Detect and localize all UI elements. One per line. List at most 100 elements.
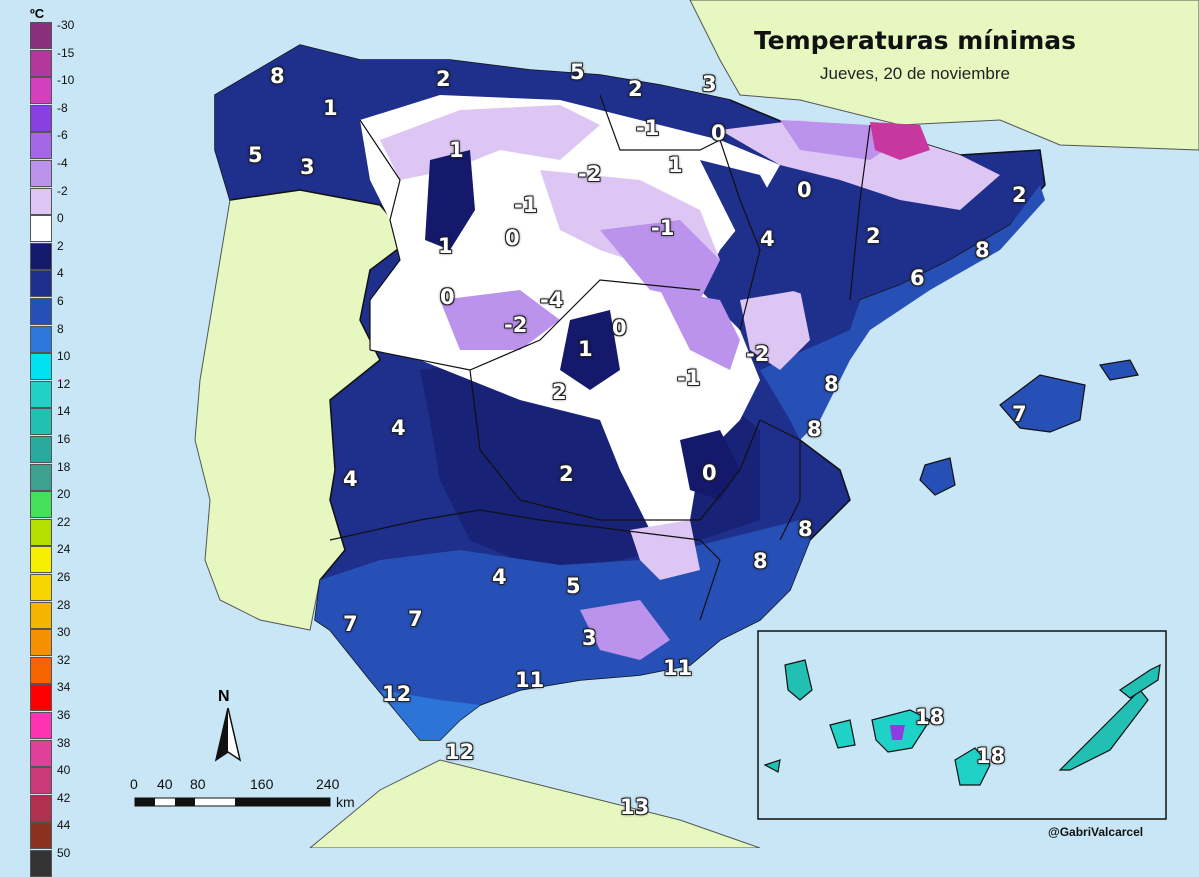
- temp-label-badajoz: 4: [343, 467, 358, 491]
- legend-label: 10: [57, 349, 71, 364]
- temp-label-gredos: -2: [504, 313, 528, 337]
- legend-swatch: [30, 491, 52, 519]
- legend-label: 28: [57, 597, 71, 612]
- legend-swatch: [30, 49, 52, 77]
- temp-label-tenerife: 18: [915, 705, 945, 729]
- temp-label-soria: -1: [651, 216, 675, 240]
- legend-swatch: [30, 353, 52, 381]
- color-legend: -30 -15 -10 -8 -6 -4 -2 0 2 4 6 8 10 12 14 16 18 20 22 24 26…: [30, 18, 74, 877]
- temp-label-galicia-s: 3: [300, 155, 315, 179]
- temp-label-palencia: -2: [578, 162, 602, 186]
- temp-label-valladolid: -1: [514, 193, 538, 217]
- legend-label: 42: [57, 790, 71, 805]
- legend-swatch: [30, 242, 52, 270]
- temp-label-sevilla: 7: [408, 607, 423, 631]
- temp-label-lleida: 2: [866, 224, 881, 248]
- temp-label-avila: -4: [540, 288, 564, 312]
- legend-swatch: [30, 160, 52, 187]
- canary-inset: [757, 630, 1167, 820]
- temp-label-galicia-nw: 8: [270, 64, 285, 88]
- scale-bar: [134, 797, 331, 807]
- temp-label-leon: 1: [449, 138, 464, 162]
- temp-label-pais-vasco-e: 3: [702, 72, 717, 96]
- temp-label-mallorca: 7: [1012, 402, 1027, 426]
- legend-swatch: [30, 794, 52, 822]
- temp-label-cordoba: 4: [492, 565, 507, 589]
- scale-tick: 80: [190, 776, 206, 792]
- scale-unit: km: [336, 794, 355, 810]
- temp-label-salamanca: 0: [440, 285, 455, 309]
- legend-label: -15: [57, 45, 75, 60]
- legend-swatch: [30, 380, 52, 408]
- temp-label-girona: 2: [1012, 183, 1027, 207]
- legend-swatch: [30, 132, 52, 160]
- legend-label: 26: [57, 570, 71, 584]
- legend-label: -4: [57, 156, 68, 170]
- legend-label: -2: [57, 183, 68, 198]
- legend-swatch: [30, 712, 52, 739]
- temp-label-alicante: 8: [798, 517, 813, 541]
- temp-label-galicia-w: 5: [248, 143, 263, 167]
- temp-label-caceres: 2: [552, 380, 567, 404]
- legend-swatch: [30, 270, 52, 298]
- temp-label-galicia-int: 1: [323, 96, 338, 120]
- temp-label-granada: 3: [582, 626, 597, 650]
- scale-tick: 40: [157, 776, 173, 792]
- legend-swatch: [30, 767, 52, 795]
- map-title: Temperaturas mínimas: [753, 26, 1077, 55]
- scale-tick: 0: [130, 776, 138, 792]
- temp-label-burgos: -1: [636, 116, 660, 140]
- legend-swatch: [30, 104, 52, 132]
- legend-swatch: [30, 656, 52, 684]
- legend-label: -6: [57, 128, 68, 143]
- legend-swatch: [30, 518, 52, 546]
- map-subtitle: Jueves, 20 de noviembre: [820, 64, 1010, 83]
- temp-label-rioja: 1: [668, 153, 683, 177]
- temp-label-zamora: 0: [505, 226, 520, 250]
- legend-label: 6: [57, 294, 64, 308]
- temp-label-huesca: 0: [797, 178, 812, 202]
- temp-label-gran-canaria: 18: [976, 744, 1006, 768]
- temp-label-almeria: 11: [663, 656, 693, 680]
- legend-label: 4: [57, 266, 64, 281]
- legend-swatch: [30, 850, 52, 877]
- legend-swatch: [30, 684, 52, 712]
- temp-label-cadiz: 12: [382, 682, 412, 706]
- legend-label: 44: [57, 818, 71, 833]
- legend-swatch: [30, 408, 52, 436]
- legend-swatch: [30, 739, 52, 767]
- legend-swatch: [30, 436, 52, 463]
- legend-label: 16: [57, 432, 71, 446]
- temp-label-tarragona: 6: [910, 266, 925, 290]
- temp-label-murcia: 8: [753, 549, 768, 573]
- temp-label-toledo: 1: [578, 337, 593, 361]
- author-credit: @GabriValcarcel: [1048, 825, 1144, 839]
- temp-label-navarra: 0: [711, 121, 726, 145]
- temp-label-melilla: 13: [620, 795, 650, 819]
- pyrenees-cold: [870, 122, 930, 160]
- mallorca: [999, 374, 1086, 433]
- temp-label-zaragoza: 4: [760, 227, 775, 251]
- legend-label: 30: [57, 625, 71, 640]
- temp-label-salamanca-w: 1: [438, 234, 453, 258]
- legend-label: -10: [57, 73, 75, 88]
- north-label: N: [218, 688, 230, 705]
- legend-swatch: [30, 601, 52, 629]
- legend-label: 50: [57, 846, 71, 860]
- legend-label: 20: [57, 487, 71, 502]
- legend-swatch: [30, 298, 52, 325]
- legend-label: 40: [57, 763, 71, 778]
- legend-label: 12: [57, 376, 71, 391]
- legend-swatch: [30, 215, 52, 243]
- legend-label: 24: [57, 542, 71, 557]
- temp-label-albacete: 0: [702, 461, 717, 485]
- legend-label: 34: [57, 680, 71, 695]
- legend-swatch: [30, 22, 52, 49]
- temp-label-teruel: -2: [746, 342, 770, 366]
- france-land: [689, 0, 1199, 151]
- ibiza: [919, 457, 956, 496]
- menorca: [1098, 359, 1139, 381]
- legend-label: 8: [57, 321, 64, 336]
- legend-label: 36: [57, 708, 71, 722]
- temp-label-asturias: 2: [436, 67, 451, 91]
